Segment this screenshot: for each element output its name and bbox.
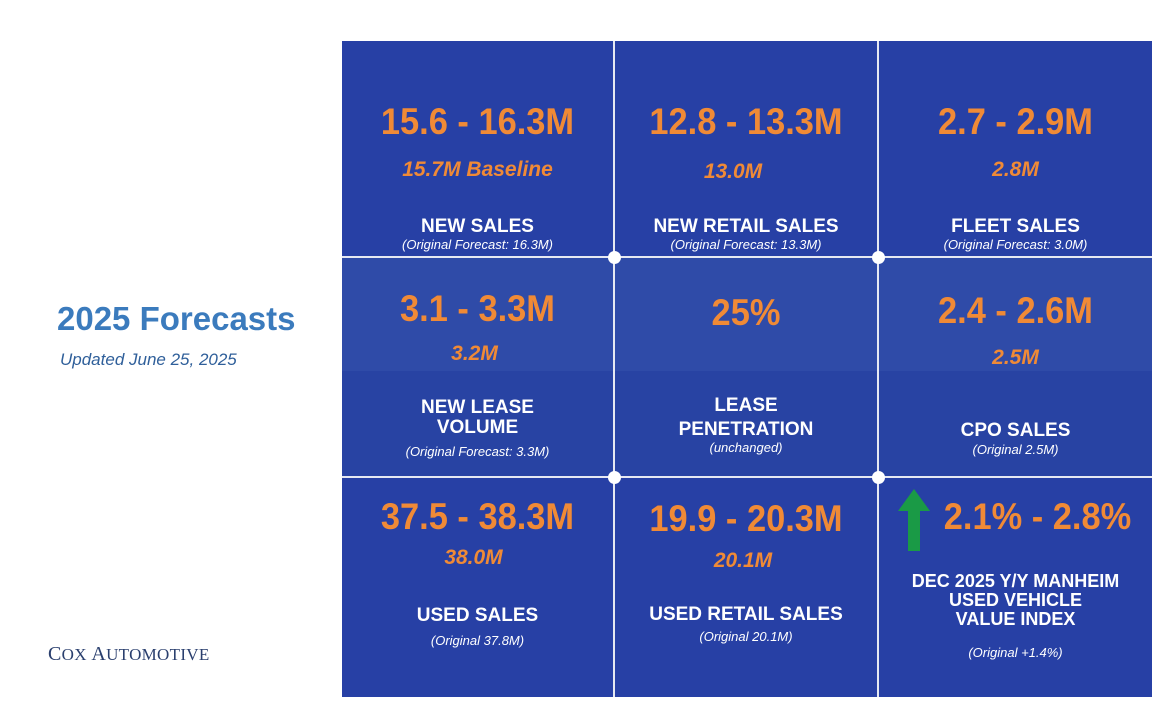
used-sales-note: (Original 37.8M): [430, 633, 525, 648]
manheim-index-label-line1: DEC 2025 Y/Y MANHEIM: [911, 571, 1120, 591]
fleet-sales-range: 2.7 - 2.9M: [938, 101, 1093, 142]
up-arrow-icon: [898, 489, 930, 551]
new-sales-range: 15.6 - 16.3M: [380, 101, 575, 142]
page-subtitle: Updated June 25, 2025: [60, 350, 237, 369]
lease-penetration-range: 25%: [711, 292, 781, 333]
grid-divider-horizontal-2: [342, 476, 1152, 478]
grid-node-dot: [608, 471, 621, 484]
cell-new-lease-volume: 3.1 - 3.3M 3.2M NEW LEASE VOLUME (Origin…: [342, 258, 613, 476]
cell-fleet-sales: 2.7 - 2.9M 2.8M FLEET SALES (Original Fo…: [879, 41, 1152, 256]
manheim-index-label-line3: VALUE INDEX: [955, 609, 1076, 629]
logo-text-ox: OX: [61, 645, 92, 664]
fleet-sales-label: FLEET SALES: [951, 216, 1080, 237]
used-sales-range: 37.5 - 38.3M: [380, 496, 575, 537]
manheim-index-range: 2.1% - 2.8%: [943, 496, 1132, 537]
grid-divider-vertical-2: [877, 41, 879, 697]
grid-node-dot: [872, 471, 885, 484]
used-retail-sales-note: (Original 20.1M): [699, 629, 793, 644]
used-sales-label: USED SALES: [416, 605, 539, 626]
forecast-grid: 15.6 - 16.3M 15.7M Baseline NEW SALES (O…: [342, 41, 1152, 697]
cell-manheim-index: 2.1% - 2.8% DEC 2025 Y/Y MANHEIM USED VE…: [879, 478, 1152, 697]
new-lease-volume-value: 3.2M: [451, 342, 498, 365]
cell-new-retail-sales: 12.8 - 13.3M 13.0M NEW RETAIL SALES (Ori…: [615, 41, 877, 256]
cpo-sales-label: CPO SALES: [960, 420, 1071, 441]
page-title: 2025 Forecasts: [57, 300, 296, 337]
new-retail-sales-value: 13.0M: [703, 160, 763, 183]
lease-penetration-label-line1: LEASE: [714, 395, 778, 416]
cpo-sales-note: (Original 2.5M): [972, 442, 1059, 457]
logo-text-utomotive: UTOMOTIVE: [106, 645, 210, 664]
used-retail-sales-value: 20.1M: [713, 549, 773, 572]
manheim-index-note: (Original +1.4%): [968, 645, 1063, 660]
new-retail-sales-label: NEW RETAIL SALES: [653, 216, 839, 237]
new-lease-volume-label-line1: NEW LEASE: [421, 397, 534, 418]
used-retail-sales-label: USED RETAIL SALES: [649, 604, 843, 625]
new-lease-volume-note: (Original Forecast: 3.3M): [405, 444, 550, 459]
middle-band-top: [342, 257, 1152, 371]
logo-letter-c: C: [48, 643, 62, 665]
manheim-index-label-line2: USED VEHICLE: [948, 590, 1083, 610]
used-retail-sales-range: 19.9 - 20.3M: [649, 498, 843, 539]
cell-new-sales: 15.6 - 16.3M 15.7M Baseline NEW SALES (O…: [342, 41, 613, 256]
logo-letter-a: A: [91, 643, 107, 665]
cpo-sales-range: 2.4 - 2.6M: [938, 290, 1093, 331]
new-lease-volume-range: 3.1 - 3.3M: [400, 288, 555, 329]
cell-used-retail-sales: 19.9 - 20.3M 20.1M USED RETAIL SALES (Or…: [615, 478, 877, 697]
grid-node-dot: [608, 251, 621, 264]
fleet-sales-value: 2.8M: [992, 158, 1039, 181]
new-retail-sales-note: (Original Forecast: 13.3M): [670, 237, 822, 252]
grid-divider-horizontal-1: [342, 256, 1152, 258]
fleet-sales-note: (Original Forecast: 3.0M): [943, 237, 1088, 252]
cpo-sales-value: 2.5M: [992, 346, 1039, 369]
new-retail-sales-range: 12.8 - 13.3M: [649, 101, 843, 142]
used-sales-value: 38.0M: [444, 546, 503, 569]
grid-node-dot: [872, 251, 885, 264]
middle-band-bottom: [342, 371, 1152, 477]
new-sales-label: NEW SALES: [421, 216, 534, 237]
grid-divider-vertical-1: [613, 41, 615, 697]
cell-used-sales: 37.5 - 38.3M 38.0M USED SALES (Original …: [342, 478, 613, 697]
new-sales-value: 15.7M Baseline: [402, 158, 553, 181]
cox-automotive-logo: COX AUTOMOTIVE: [48, 643, 210, 666]
lease-penetration-note: (unchanged): [709, 440, 783, 455]
cell-lease-penetration: 25% LEASE PENETRATION (unchanged): [615, 258, 877, 476]
new-lease-volume-label-line2: VOLUME: [436, 417, 519, 438]
lease-penetration-label-line2: PENETRATION: [678, 419, 814, 440]
new-sales-note: (Original Forecast: 16.3M): [402, 237, 553, 252]
cell-cpo-sales: 2.4 - 2.6M 2.5M CPO SALES (Original 2.5M…: [879, 258, 1152, 476]
